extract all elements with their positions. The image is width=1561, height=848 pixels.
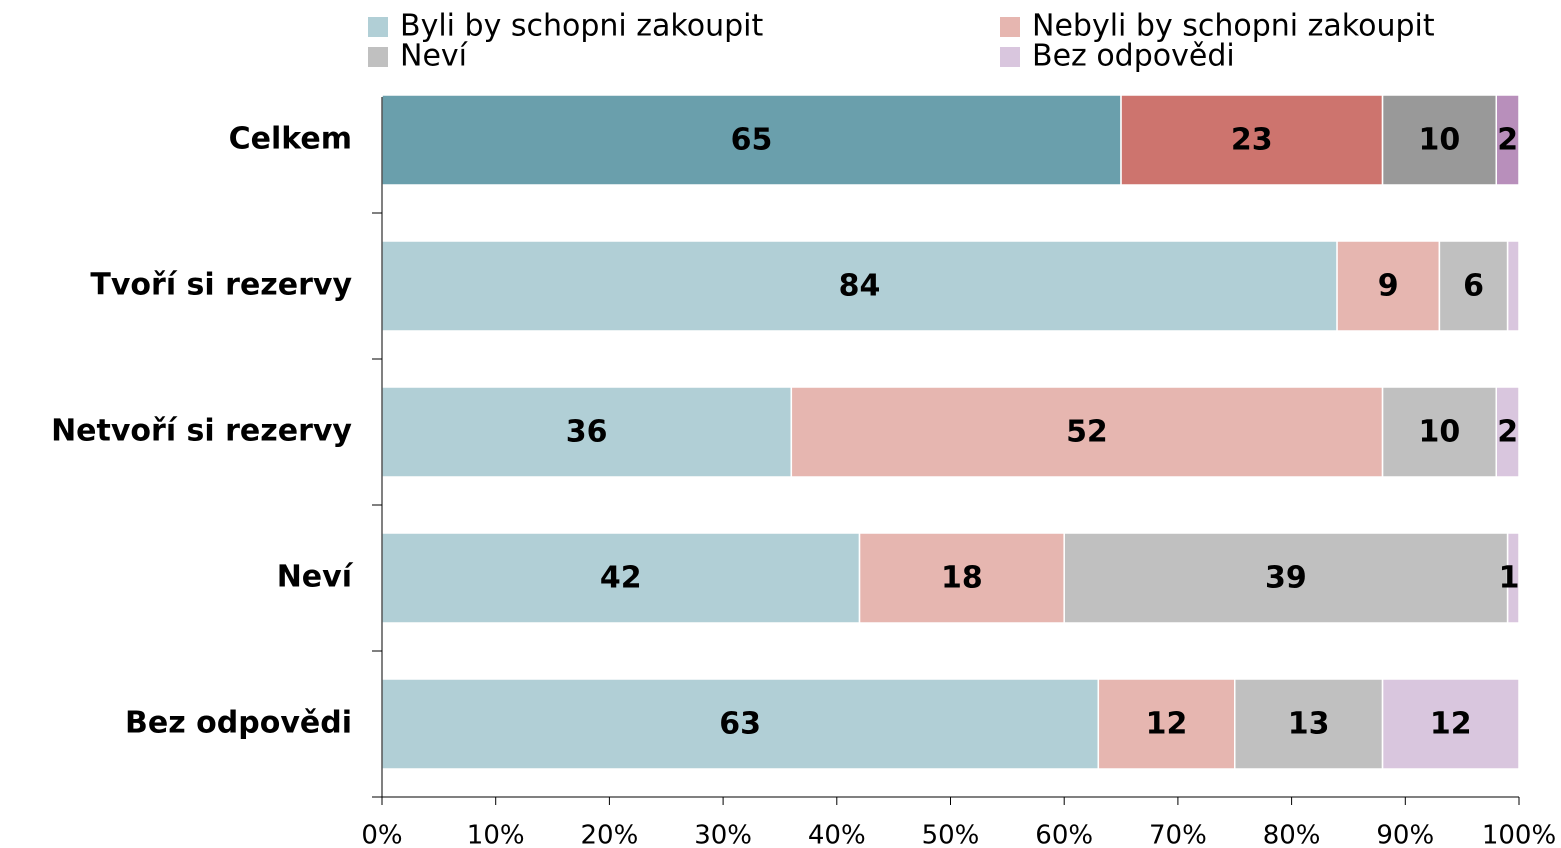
- data-label: 13: [1288, 707, 1330, 742]
- legend-label: Nebyli by schopni zakoupit: [1032, 9, 1435, 44]
- data-label: 10: [1419, 415, 1461, 450]
- legend-label: Byli by schopni zakoupit: [400, 9, 763, 44]
- y-tick-label: Bez odpovědi: [125, 706, 352, 741]
- data-label: 2: [1497, 123, 1518, 158]
- data-label: 2: [1497, 415, 1518, 450]
- data-label: 1: [1499, 561, 1520, 596]
- legend-swatch: [1000, 47, 1020, 67]
- bar-segment: [381, 532, 861, 624]
- bar-segment: [381, 94, 1122, 186]
- x-tick-label: 20%: [581, 821, 639, 848]
- data-label: 36: [566, 415, 608, 450]
- bar-segment: [1438, 240, 1509, 332]
- legend-swatch: [1000, 17, 1020, 37]
- bar-segment: [790, 386, 1384, 478]
- data-label: 63: [719, 707, 761, 742]
- data-label: 12: [1146, 707, 1188, 742]
- x-tick-label: 70%: [1149, 821, 1207, 848]
- legend-label: Neví: [400, 39, 469, 74]
- x-tick-label: 10%: [467, 821, 525, 848]
- bar-segment: [1495, 386, 1520, 478]
- data-label: 18: [941, 561, 983, 596]
- legend-swatch: [368, 17, 388, 37]
- bar-segment: [1336, 240, 1441, 332]
- x-tick-label: 50%: [922, 821, 980, 848]
- data-label: 42: [600, 561, 642, 596]
- bar-segment: [381, 678, 1100, 770]
- legend-swatch: [368, 47, 388, 67]
- y-tick-label: Tvoří si rezervy: [90, 268, 352, 303]
- bar-segment: [1097, 678, 1236, 770]
- bar-segment: [1234, 678, 1384, 770]
- x-tick-label: 80%: [1263, 821, 1321, 848]
- data-label: 12: [1430, 707, 1472, 742]
- bar-segment: [1495, 94, 1520, 186]
- legend-label: Bez odpovědi: [1032, 39, 1235, 74]
- data-label: 6: [1463, 269, 1484, 304]
- x-tick-label: 30%: [694, 821, 752, 848]
- bar-segment: [1506, 240, 1520, 332]
- data-label: 39: [1265, 561, 1307, 596]
- x-tick-label: 90%: [1376, 821, 1434, 848]
- x-tick-label: 0%: [361, 821, 402, 848]
- bar-segment: [381, 240, 1338, 332]
- x-tick-label: 40%: [808, 821, 866, 848]
- bar-segment: [381, 386, 793, 478]
- data-label: 52: [1066, 415, 1108, 450]
- data-label: 84: [839, 269, 881, 304]
- x-tick-label: 60%: [1035, 821, 1093, 848]
- bar-segment: [1506, 532, 1520, 624]
- data-label: 23: [1231, 123, 1273, 158]
- y-tick-label: Netvoří si rezervy: [51, 414, 352, 449]
- y-tick-label: Celkem: [229, 122, 352, 157]
- bar-segment: [858, 532, 1065, 624]
- bar-segment: [1381, 678, 1520, 770]
- data-label: 10: [1419, 123, 1461, 158]
- x-tick-label: 100%: [1482, 821, 1556, 848]
- data-label: 65: [731, 123, 773, 158]
- bar-segment: [1381, 386, 1498, 478]
- bar-segment: [1063, 532, 1509, 624]
- y-tick-label: Neví: [277, 560, 354, 595]
- data-label: 9: [1378, 269, 1399, 304]
